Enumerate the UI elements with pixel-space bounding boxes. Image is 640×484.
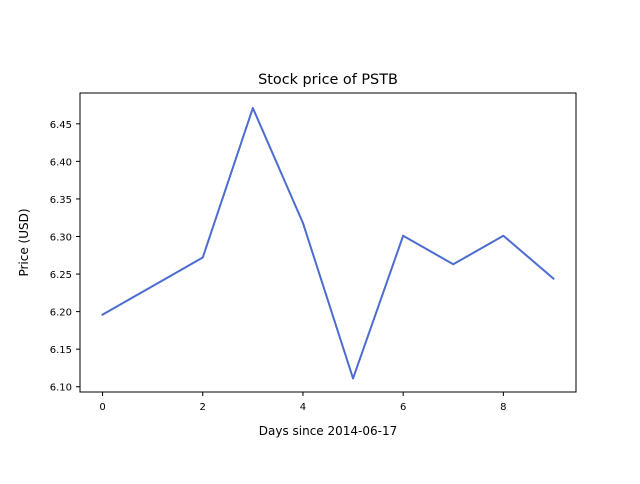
x-tick-label: 0 [99,402,105,413]
y-axis-label: Price (USD) [17,208,31,276]
x-tick-label: 4 [300,402,306,413]
data-point [152,285,154,287]
y-tick-label: 6.45 [50,120,72,131]
data-point [502,235,504,237]
x-axis: 0 2 4 6 8 [99,392,506,413]
plot-area [80,93,576,392]
data-point [402,235,404,237]
y-tick-label: 6.20 [50,308,72,319]
series-layer [102,107,555,379]
chart-title: Stock price of PSTB [258,72,398,88]
x-tick-label: 8 [500,402,506,413]
y-tick-label: 6.15 [50,345,72,356]
y-tick-label: 6.35 [50,195,72,206]
y-tick-label: 6.40 [50,157,72,168]
x-tick-label: 2 [200,402,206,413]
data-point [452,263,454,265]
y-axis: 6.10 6.15 6.20 6.25 6.30 6.35 6.40 6.45 [50,120,80,394]
y-tick-label: 6.25 [50,270,72,281]
y-tick-label: 6.30 [50,232,72,243]
data-point [252,107,254,109]
series-line-0 [103,108,554,378]
data-point [302,222,304,224]
x-axis-label: Days since 2014-06-17 [259,424,398,438]
x-tick-label: 6 [400,402,406,413]
data-point [552,278,554,280]
data-point [202,257,204,259]
data-point [102,314,104,316]
y-tick-label: 6.10 [50,383,72,394]
plot-frame [80,93,576,392]
data-point [352,377,354,379]
